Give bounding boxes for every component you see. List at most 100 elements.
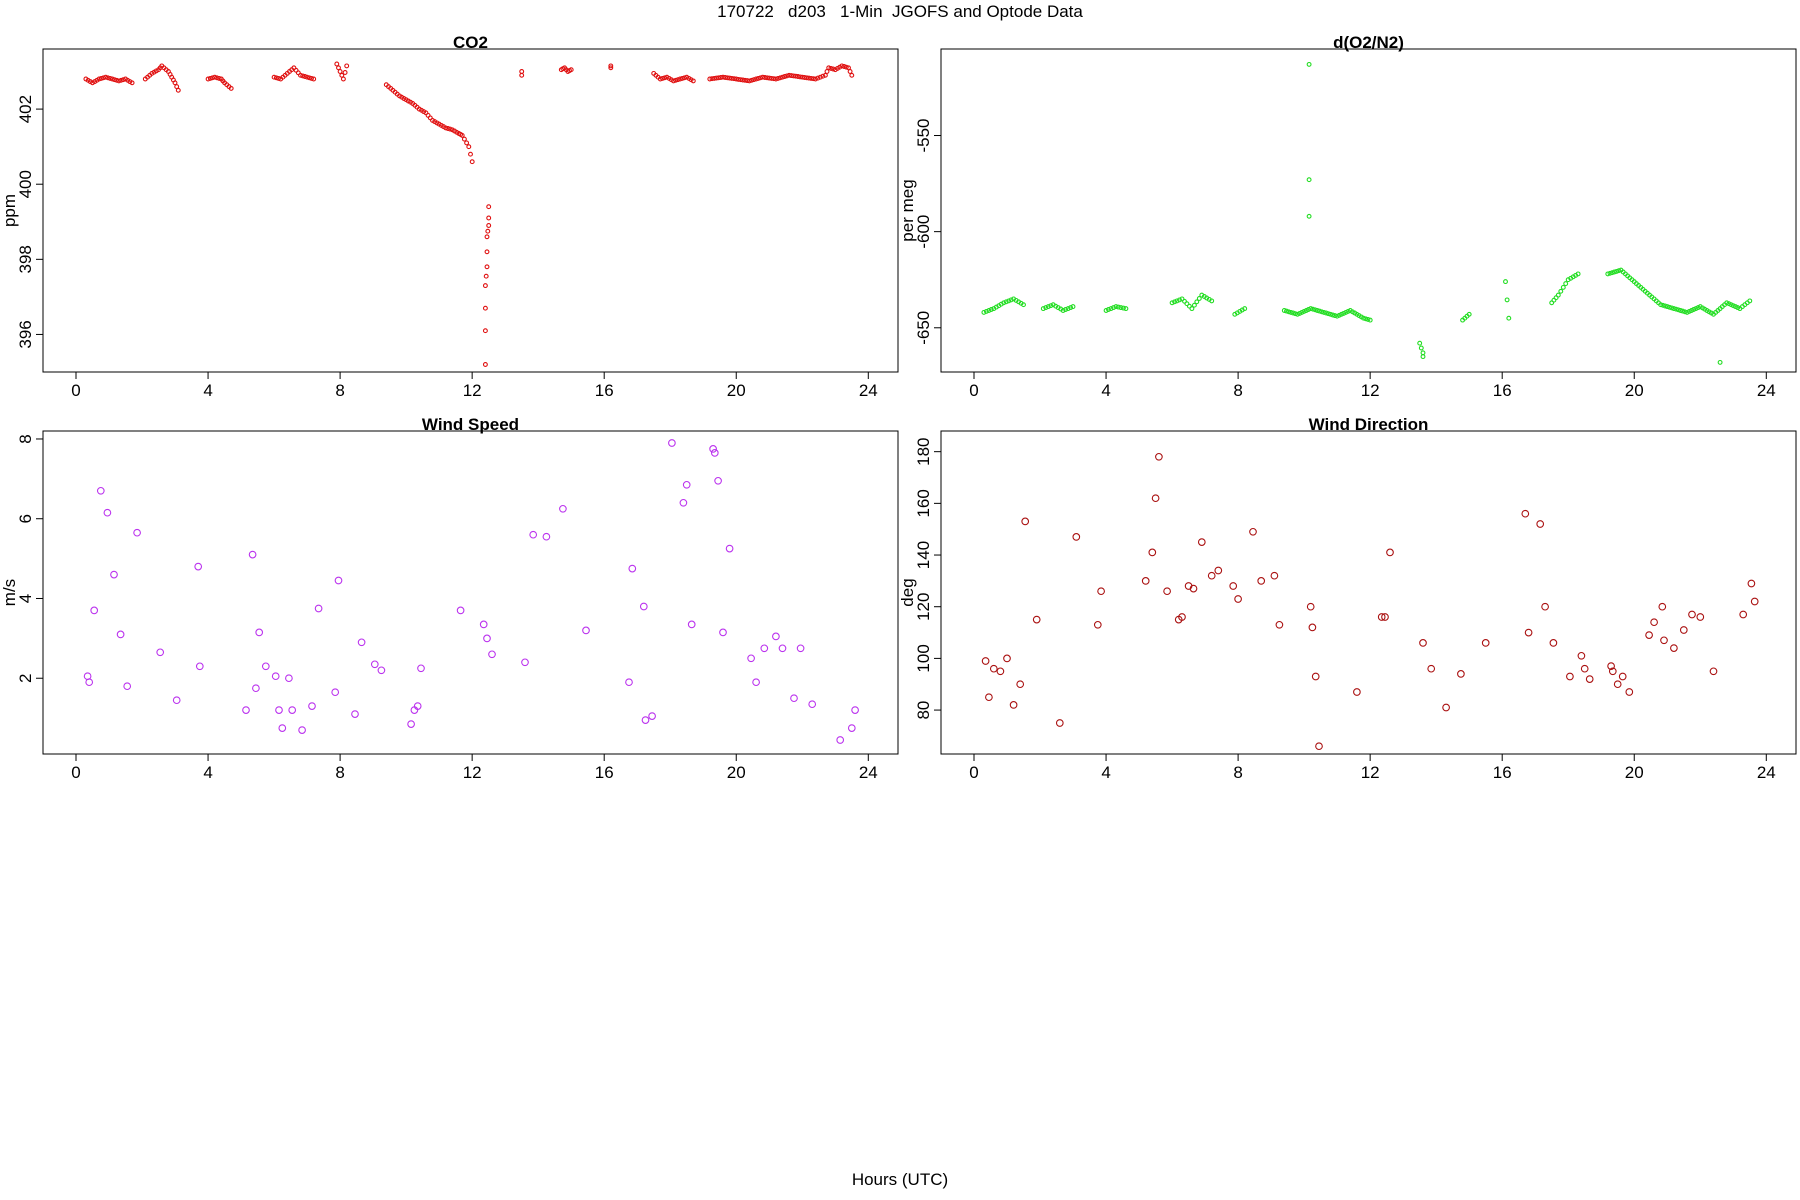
wind-direction-point: [1427, 664, 1436, 673]
co2-frame: [42, 48, 899, 373]
co2-point: [289, 67, 295, 73]
co2-point: [740, 77, 746, 83]
co2-point: [724, 75, 730, 81]
co2-point: [608, 65, 614, 71]
co2-point: [441, 124, 446, 130]
wind-speed-point: [194, 562, 203, 571]
o2n2-title: d(O2/N2): [1333, 33, 1404, 52]
wind-speed-point: [407, 720, 415, 728]
o2n2-point: [1306, 177, 1312, 183]
co2-point: [716, 75, 722, 81]
co2-point: [486, 223, 492, 228]
o2n2-point: [1420, 354, 1426, 360]
wind-speed-point: [639, 602, 648, 611]
co2-point: [655, 74, 661, 80]
wind-speed-point: [357, 638, 366, 647]
co2-point: [764, 75, 770, 81]
o2n2-point: [981, 309, 987, 315]
co2-point: [273, 75, 279, 81]
wind-direction-point: [1249, 527, 1257, 536]
o2n2-point: [1656, 300, 1661, 306]
o2n2-y-tick-label: -650: [914, 311, 933, 345]
co2-point: [788, 73, 794, 79]
co2-point: [677, 76, 683, 82]
co2-point: [484, 234, 490, 240]
co2-point: [773, 76, 779, 82]
co2-point: [295, 70, 301, 76]
wind-direction-point: [1308, 623, 1317, 632]
o2n2-point: [1048, 303, 1054, 309]
co2-point: [401, 96, 407, 101]
wind-speed-point: [308, 702, 316, 710]
co2-point: [751, 77, 757, 83]
co2-point: [804, 75, 810, 81]
co2-point: [820, 73, 826, 79]
o2n2-point: [1560, 284, 1566, 290]
o2n2-point: [1717, 359, 1723, 365]
co2-point: [344, 63, 350, 69]
o2n2-point: [1177, 297, 1182, 303]
co2-point: [762, 75, 768, 80]
wind-speed-point: [110, 570, 118, 579]
co2-point: [769, 75, 774, 81]
o2n2-point: [1040, 306, 1046, 312]
wind-speed-point: [747, 654, 755, 663]
co2-point: [753, 76, 759, 82]
wind-direction-point: [1549, 639, 1558, 647]
co2-point: [729, 75, 735, 81]
wind-direction-point: [1315, 742, 1323, 751]
o2n2-point: [1194, 299, 1200, 305]
wind-speed-point: [370, 660, 379, 669]
wind-direction-point: [1650, 618, 1658, 627]
figure-title: 170722 d203 1-Min JGOFS and Optode Data: [717, 2, 1083, 21]
o2n2-point: [1314, 308, 1320, 313]
wind-direction-point: [1093, 620, 1102, 629]
co2-point: [608, 63, 614, 69]
wind-speed-point: [331, 688, 340, 697]
wind-direction-point: [1625, 688, 1634, 696]
o2n2-point: [1106, 307, 1111, 312]
o2n2-point: [1735, 305, 1741, 311]
co2-point: [454, 129, 460, 135]
wind-speed-point: [483, 634, 491, 643]
o2n2-x-tick-label: 0: [969, 381, 978, 400]
o2n2-x-tick-label: 12: [1361, 381, 1380, 400]
o2n2-point: [1172, 299, 1178, 305]
wind-direction-point: [1141, 577, 1150, 585]
co2-point: [304, 74, 310, 80]
o2n2-point: [1239, 307, 1245, 313]
o2n2-point: [1310, 306, 1316, 312]
co2-x-tick-label: 16: [595, 381, 614, 400]
o2n2-point: [998, 301, 1004, 307]
co2-point: [755, 75, 761, 81]
o2n2-point: [1103, 308, 1109, 313]
co2-point: [738, 77, 744, 83]
co2-point: [87, 79, 93, 85]
wind-direction-y-tick-label: 160: [914, 489, 933, 517]
co2-point: [207, 75, 213, 81]
co2-point: [205, 76, 211, 82]
wind-direction-point: [1696, 613, 1705, 621]
co2-point: [466, 144, 472, 150]
wind-direction-point: [1003, 654, 1011, 663]
o2n2-y-tick-label: -550: [914, 119, 933, 153]
wind-speed-point: [456, 606, 465, 615]
wind-speed-point: [252, 684, 260, 693]
co2-point: [713, 75, 719, 81]
co2-point: [797, 74, 803, 80]
co2-point: [795, 74, 801, 79]
co2-point: [482, 283, 488, 289]
co2-point: [447, 126, 453, 132]
wind-speed-point: [242, 706, 250, 714]
o2n2-point: [1660, 302, 1666, 308]
wind-direction-point: [1580, 664, 1589, 673]
wind-speed-point: [778, 644, 787, 653]
wind-direction-point: [1377, 613, 1386, 621]
co2-point: [103, 74, 109, 80]
co2-point: [414, 104, 420, 110]
o2n2-point: [1045, 304, 1051, 310]
wind-direction-point: [1197, 538, 1206, 546]
o2n2-point: [1108, 306, 1114, 312]
o2n2-point: [1306, 61, 1312, 67]
